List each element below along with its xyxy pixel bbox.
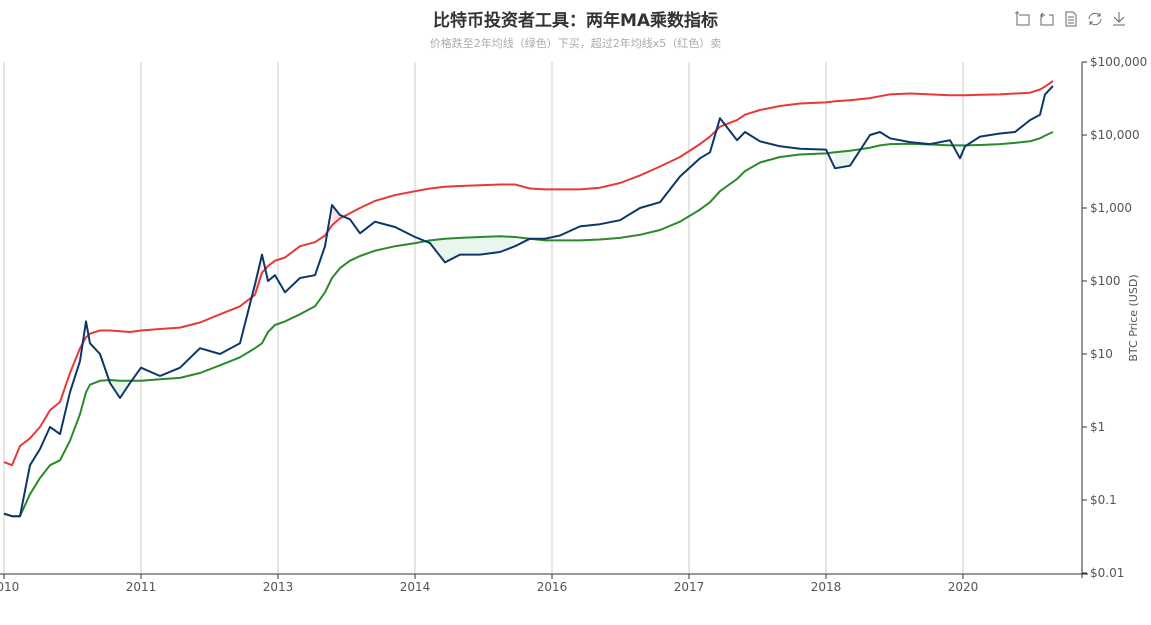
chart-subtitle: 价格跌至2年均线（绿色）下买，超过2年均线x5（红色）卖 xyxy=(429,37,722,50)
y-tick-label: $10,000 xyxy=(1090,128,1140,142)
x-tick-label: 2011 xyxy=(126,580,157,594)
y-tick-label: $0.01 xyxy=(1090,566,1124,580)
x-tick-label: 2018 xyxy=(811,580,842,594)
y-axis-title: BTC Price (USD) xyxy=(1127,274,1140,361)
y-tick-label: $10 xyxy=(1090,347,1113,361)
x-tick-label: 2013 xyxy=(263,580,294,594)
sell-zone-area xyxy=(86,118,720,338)
restore-icon[interactable] xyxy=(1086,10,1104,28)
buy-zone-area xyxy=(110,145,965,398)
ma2y-x5-line[interactable] xyxy=(3,80,1054,467)
x-tick-label: 2020 xyxy=(948,580,979,594)
chart-title: 比特币投资者工具：两年MA乘数指标 xyxy=(432,11,719,31)
y-tick-label: $100 xyxy=(1090,274,1121,288)
x-tick-label: 2014 xyxy=(400,580,431,594)
y-tick-label: $100,000 xyxy=(1090,55,1147,69)
y-tick-label: $0.1 xyxy=(1090,493,1117,507)
data-view-icon[interactable] xyxy=(1062,10,1080,28)
zoom-reset-icon[interactable] xyxy=(1038,10,1056,28)
x-tick-label: 2016 xyxy=(537,580,568,594)
y-tick-label: $1 xyxy=(1090,420,1105,434)
x-tick-label: 2017 xyxy=(674,580,705,594)
ma2y-line[interactable] xyxy=(3,131,1054,518)
toolbox xyxy=(1014,10,1128,28)
save-image-icon[interactable] xyxy=(1110,10,1128,28)
btc-price-line[interactable] xyxy=(3,85,1054,518)
x-tick-label: 2010 xyxy=(0,580,19,594)
zoom-icon[interactable] xyxy=(1014,10,1032,28)
y-tick-label: $1,000 xyxy=(1090,201,1132,215)
